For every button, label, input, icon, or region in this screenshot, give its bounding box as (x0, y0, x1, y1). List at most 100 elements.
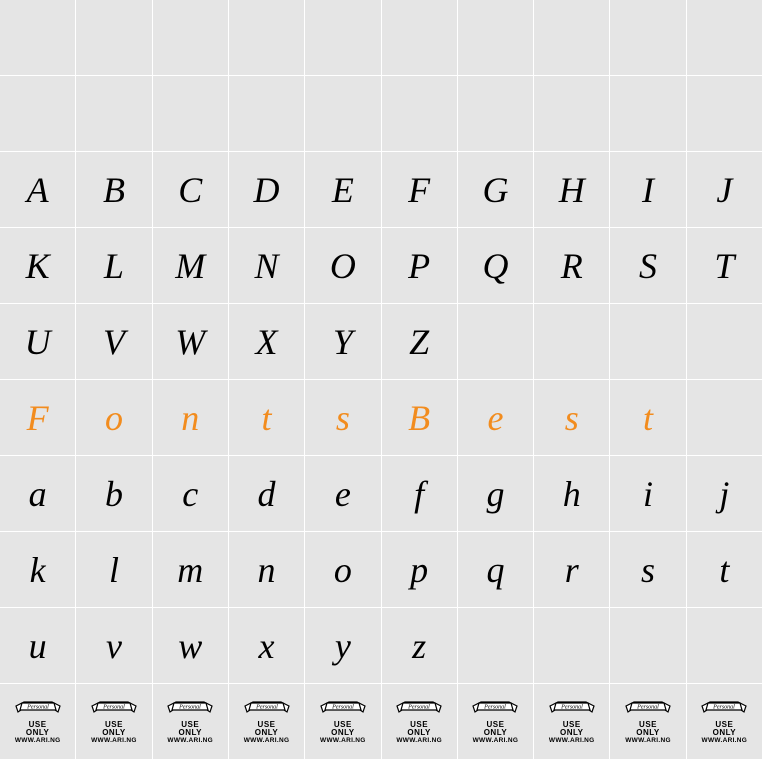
glyph-cell: b (76, 456, 151, 531)
glyph-cell: z (382, 608, 457, 683)
personal-use-badge: Personal USEONLYWWW.ARI.NG (395, 698, 443, 745)
glyph-cell: A (0, 152, 75, 227)
glyph-cell: t (610, 380, 685, 455)
empty-cell (458, 304, 533, 379)
glyph: x (259, 625, 275, 667)
personal-use-badge: Personal USEONLYWWW.ARI.NG (243, 698, 291, 745)
empty-cell (0, 0, 75, 75)
svg-text:Personal: Personal (26, 705, 49, 711)
glyph-cell: E (305, 152, 380, 227)
badge-only-text: ONLY (560, 729, 584, 737)
badge-url-text: WWW.ARI.NG (549, 738, 595, 745)
glyph-cell: n (229, 532, 304, 607)
glyph-cell: O (305, 228, 380, 303)
glyph-cell: u (0, 608, 75, 683)
character-grid: ABCDEFGHIJKLMNOPQRSTUVWXYZFontsBestabcde… (0, 0, 762, 759)
glyph: o (105, 397, 123, 439)
glyph-cell: m (153, 532, 228, 607)
glyph: q (486, 549, 504, 591)
glyph: i (643, 473, 653, 515)
glyph-cell: s (305, 380, 380, 455)
glyph: M (175, 245, 205, 287)
glyph-cell: l (76, 532, 151, 607)
badge-url-text: WWW.ARI.NG (473, 738, 519, 745)
personal-use-badge: Personal USEONLYWWW.ARI.NG (471, 698, 519, 745)
badge-cell: Personal USEONLYWWW.ARI.NG (687, 684, 762, 759)
glyph: r (565, 549, 579, 591)
glyph: d (258, 473, 276, 515)
empty-cell (610, 304, 685, 379)
glyph-cell: j (687, 456, 762, 531)
empty-cell (458, 76, 533, 151)
glyph: P (408, 245, 430, 287)
svg-text:Personal: Personal (713, 705, 736, 711)
glyph-cell: g (458, 456, 533, 531)
ribbon-icon: Personal (548, 698, 596, 720)
glyph-cell: V (76, 304, 151, 379)
glyph: n (181, 397, 199, 439)
glyph: L (104, 245, 124, 287)
glyph: j (719, 473, 729, 515)
glyph: E (332, 169, 354, 211)
ribbon-icon: Personal (243, 698, 291, 720)
glyph-cell: S (610, 228, 685, 303)
glyph: t (719, 549, 729, 591)
personal-use-badge: Personal USEONLYWWW.ARI.NG (14, 698, 62, 745)
personal-use-badge: Personal USEONLYWWW.ARI.NG (700, 698, 748, 745)
empty-cell (458, 0, 533, 75)
glyph-cell: G (458, 152, 533, 227)
ribbon-icon: Personal (700, 698, 748, 720)
svg-text:Personal: Personal (102, 705, 125, 711)
glyph: F (408, 169, 430, 211)
glyph-cell: F (0, 380, 75, 455)
badge-only-text: ONLY (26, 729, 50, 737)
glyph-cell: P (382, 228, 457, 303)
glyph: Z (409, 321, 429, 363)
empty-cell (76, 76, 151, 151)
glyph-cell: H (534, 152, 609, 227)
glyph: a (29, 473, 47, 515)
empty-cell (534, 608, 609, 683)
empty-cell (610, 76, 685, 151)
glyph-cell: t (687, 532, 762, 607)
empty-cell (610, 0, 685, 75)
badge-cell: Personal USEONLYWWW.ARI.NG (153, 684, 228, 759)
svg-text:Personal: Personal (636, 705, 659, 711)
glyph-cell: T (687, 228, 762, 303)
glyph-cell: Q (458, 228, 533, 303)
badge-cell: Personal USEONLYWWW.ARI.NG (382, 684, 457, 759)
glyph: s (336, 397, 350, 439)
ribbon-icon: Personal (90, 698, 138, 720)
badge-only-text: ONLY (484, 729, 508, 737)
empty-cell (534, 76, 609, 151)
badge-only-text: ONLY (102, 729, 126, 737)
glyph: O (330, 245, 356, 287)
glyph: K (26, 245, 50, 287)
glyph-cell: W (153, 304, 228, 379)
glyph: w (178, 625, 202, 667)
glyph: Y (333, 321, 353, 363)
badge-only-text: ONLY (713, 729, 737, 737)
glyph-cell: x (229, 608, 304, 683)
badge-cell: Personal USEONLYWWW.ARI.NG (610, 684, 685, 759)
glyph: c (182, 473, 198, 515)
glyph: s (641, 549, 655, 591)
empty-cell (687, 0, 762, 75)
glyph: p (410, 549, 428, 591)
empty-cell (382, 76, 457, 151)
glyph: l (109, 549, 119, 591)
empty-cell (76, 0, 151, 75)
badge-url-text: WWW.ARI.NG (15, 738, 61, 745)
glyph-cell: F (382, 152, 457, 227)
ribbon-icon: Personal (14, 698, 62, 720)
glyph: U (25, 321, 51, 363)
badge-cell: Personal USEONLYWWW.ARI.NG (305, 684, 380, 759)
glyph-cell: k (0, 532, 75, 607)
glyph-cell: i (610, 456, 685, 531)
badge-url-text: WWW.ARI.NG (702, 738, 748, 745)
glyph: A (27, 169, 49, 211)
glyph-cell: e (458, 380, 533, 455)
svg-text:Personal: Personal (331, 705, 354, 711)
empty-cell (382, 0, 457, 75)
svg-text:Personal: Personal (484, 705, 507, 711)
